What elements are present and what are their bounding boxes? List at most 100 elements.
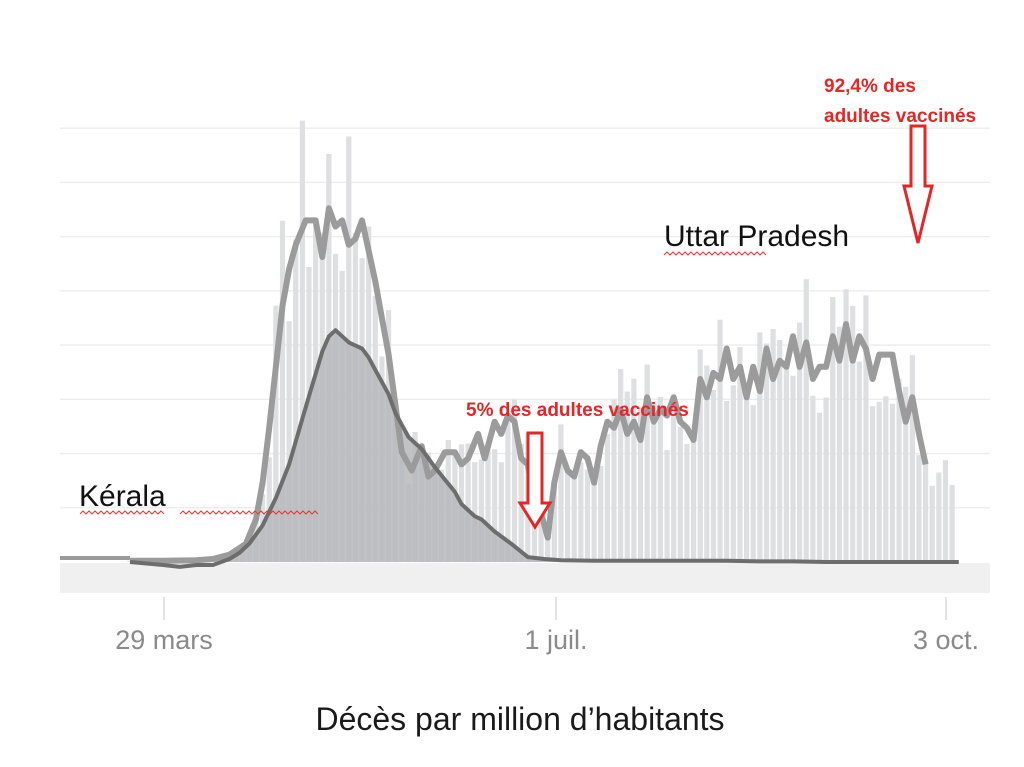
kerala-bar [710,389,717,562]
kerala-bar [936,472,942,562]
kerala-bar [273,305,279,562]
kerala-bar [286,321,292,562]
uttar-pradesh-line [129,328,959,569]
kerala-bar [505,415,511,562]
spellcheck-underline-kerala [663,251,767,256]
series-label-uttar-pradesh: Kérala [79,480,166,513]
kerala-bar [591,467,597,562]
kerala-bar [492,449,498,562]
kerala-bar [942,460,949,562]
uttar-pradesh-fill [130,330,959,562]
spellcheck-underline-uttar [79,510,165,515]
kerala-bar [737,346,743,562]
kerala-bar [604,434,610,562]
x-tick-label: 29 mars [115,625,213,655]
kerala-bar [564,468,571,562]
kerala-bar [783,360,789,562]
annotation-up-vaccinated: 5% des adultes vaccinés [466,400,689,421]
kerala-bar [618,369,624,562]
kerala-bar [763,343,770,562]
kerala-bar [485,443,491,562]
kerala-bar [551,481,557,562]
kerala-bar [909,355,915,562]
kerala-bar [869,406,876,562]
kerala-bar [299,120,305,562]
annotation-kerala-vaccinated-line1: 92,4% des [824,76,916,97]
kerala-bar [836,326,843,562]
kerala-bar [671,406,677,562]
kerala-bar [644,364,650,562]
kerala-bar [293,239,299,563]
kerala-bar [916,454,922,562]
kerala-bar [743,394,750,562]
kerala-bar [896,378,902,562]
kerala-bar [823,397,829,562]
kerala-bar [883,396,889,562]
kerala-bar [498,462,504,562]
kerala-bar [624,391,630,562]
kerala-bar [797,322,803,562]
spellcheck-underline-pradesh [179,510,319,515]
kerala-bar [465,443,471,562]
kerala-bar [876,401,882,562]
x-tick-label: 1 juil. [524,625,587,655]
kerala-bar [929,485,935,562]
arrow-down-icon-uttar [517,431,553,530]
kerala-bar [856,361,862,562]
arrow-down-icon-kerala [902,124,934,244]
kerala-bar [717,319,723,562]
kerala-bar [637,407,644,562]
kerala-bar [545,536,551,562]
uttar-pradesh-area [130,330,959,562]
kerala-bar [803,279,809,562]
kerala-bar [558,424,564,562]
kerala-bar [657,396,663,562]
kerala-line [130,205,929,564]
gridlines [60,127,990,509]
kerala-bar [889,403,896,562]
kerala-bar [697,349,703,562]
kerala-bar [651,402,657,562]
kerala-bar [279,220,286,562]
kerala-bar [949,485,955,562]
kerala-bar [810,395,816,562]
baseline-band [60,563,990,593]
kerala-bar [631,378,637,562]
kerala-bar [531,504,538,562]
kerala-bar [538,512,544,562]
series-lines [60,205,959,569]
kerala-bar [684,444,690,562]
kerala-bar [850,305,856,562]
x-tick-label: 3 oct. [913,625,979,655]
kerala-bar [863,295,869,562]
kerala-bar [750,405,756,562]
kerala-bar [704,365,710,562]
kerala-bar [923,459,929,562]
annotation-kerala-vaccinated-line2: adultes vaccinés [824,106,976,127]
kerala-bar [843,289,849,562]
kerala-bar [664,450,670,562]
kerala-bar [903,386,909,562]
kerala-bar [690,441,697,562]
x-axis: 29 mars 1 juil. 3 oct. [115,597,979,655]
kerala-bar [578,462,584,562]
series-label-kerala: Uttar Pradesh [664,220,849,253]
kerala-bar [611,399,617,562]
kerala-bar [816,412,823,562]
kerala-bar [472,462,478,562]
kerala-bar [598,465,604,562]
kerala-bar [790,375,796,562]
kerala-bar [571,475,577,562]
chart-title: Décès par million d’habitants [315,701,724,737]
kerala-bar [478,459,484,562]
kerala-bar [677,426,683,562]
kerala-bar [770,328,776,562]
kerala-bar [830,296,836,562]
kerala-bar [724,400,730,562]
kerala-bar [584,469,591,562]
kerala-bar [511,399,518,562]
kerala-bar [777,340,783,562]
kerala-bar [730,385,736,562]
kerala-bar [757,332,763,562]
